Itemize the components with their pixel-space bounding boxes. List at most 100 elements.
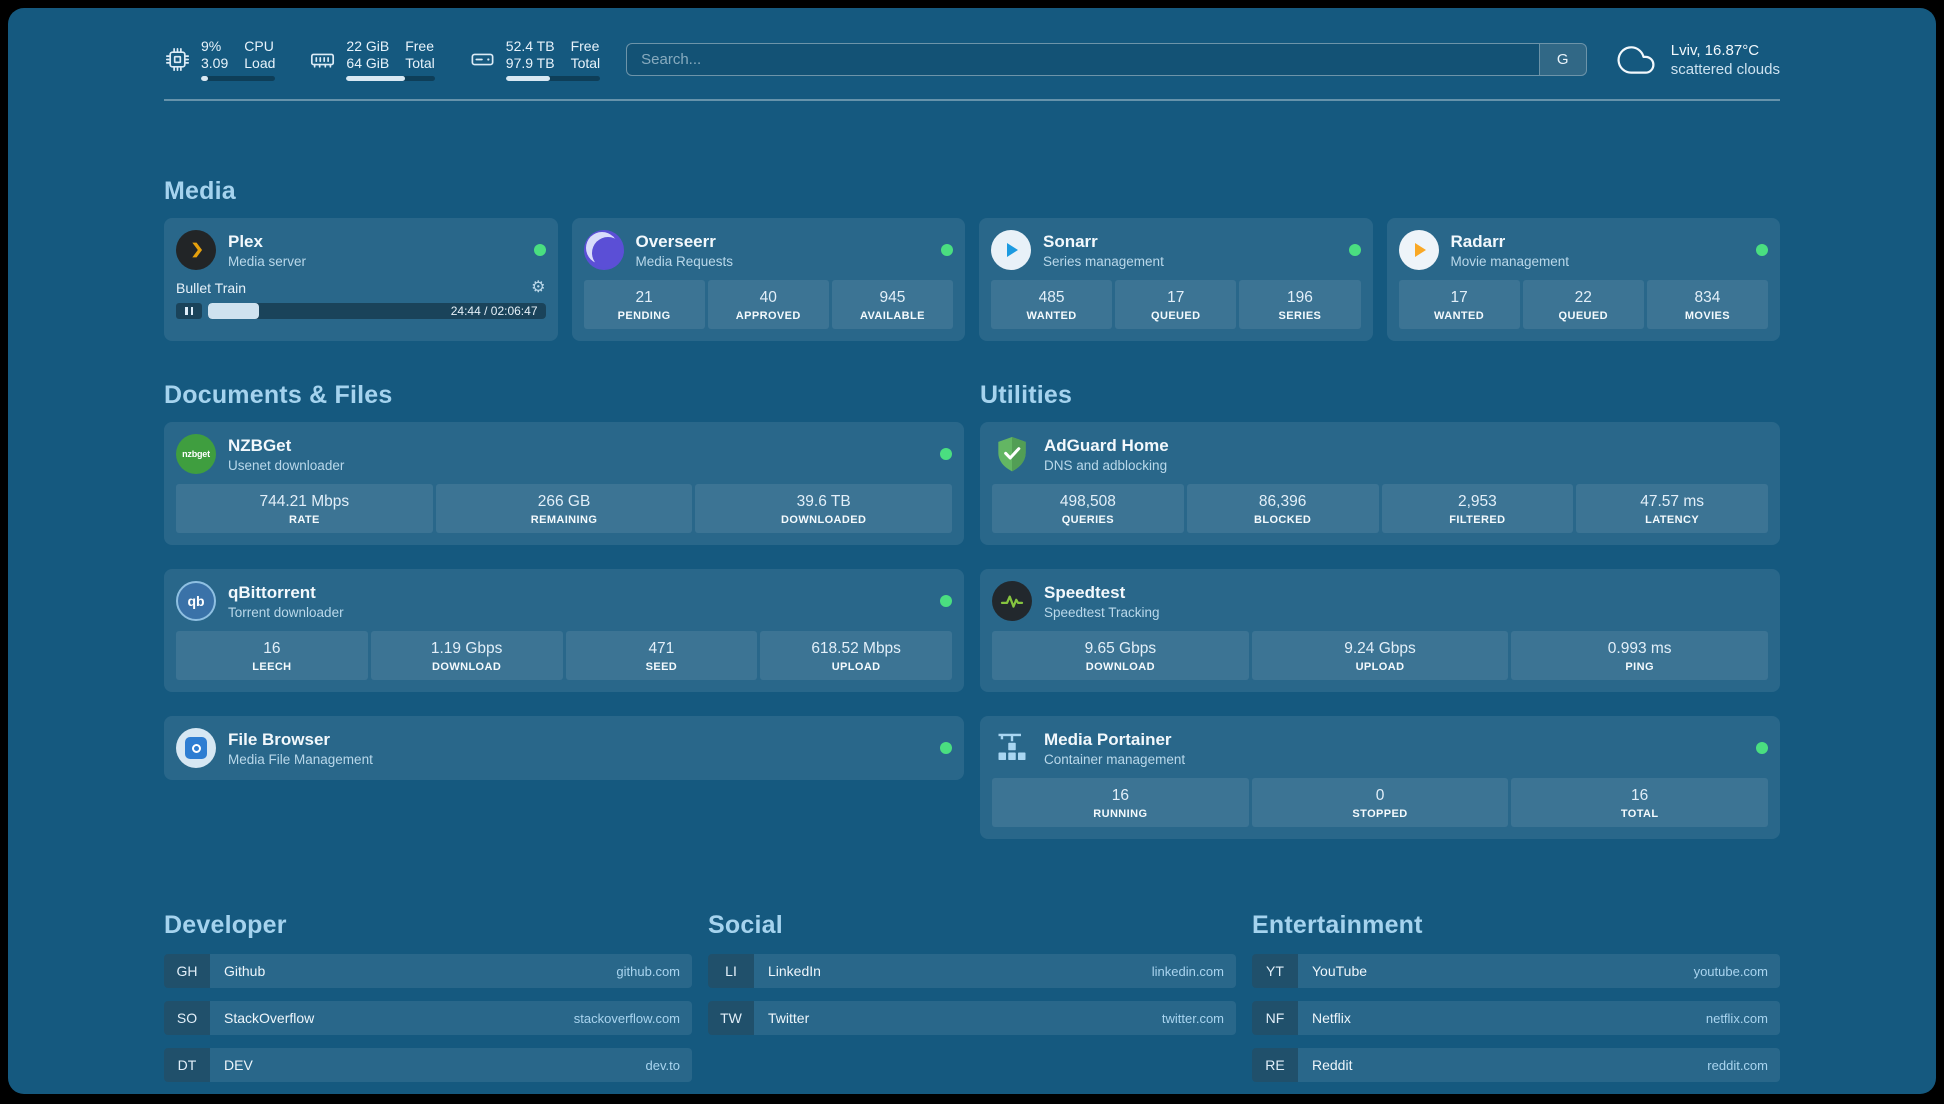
cpu-stats: 9% CPU 3.09 Load bbox=[201, 38, 276, 81]
service-card-overseerr[interactable]: Overseerr Media Requests 21 PENDING 40 A… bbox=[571, 218, 965, 341]
bookmark-name: Reddit bbox=[1312, 1057, 1353, 1073]
stat-label: APPROVED bbox=[735, 310, 801, 322]
stat-pending: 21 PENDING bbox=[583, 280, 705, 329]
portainer-icon bbox=[992, 728, 1032, 768]
bookmark-youtube[interactable]: YT YouTube youtube.com bbox=[1252, 954, 1780, 988]
stat-rate: 744.21 Mbps RATE bbox=[176, 484, 433, 533]
memory-progress-fill bbox=[346, 76, 405, 81]
bookmark-name: LinkedIn bbox=[768, 963, 821, 979]
bookmark-group-entertainment: Entertainment YT YouTube youtube.com NF … bbox=[1252, 911, 1780, 1094]
cpu-progress-fill bbox=[201, 76, 208, 81]
cloud-icon bbox=[1617, 45, 1655, 74]
service-stats: 16 RUNNING 0 STOPPED 16 TOTAL bbox=[992, 778, 1769, 827]
status-online-indicator bbox=[940, 448, 952, 460]
service-stats: 17 WANTED 22 QUEUED 834 MOVIES bbox=[1398, 280, 1769, 329]
playback-progress-fill bbox=[208, 303, 259, 319]
service-name: NZBGet bbox=[228, 435, 292, 455]
bookmark-name: DEV bbox=[224, 1057, 253, 1073]
bookmark-dev[interactable]: DT DEV dev.to bbox=[164, 1048, 692, 1082]
card-header: Speedtest Speedtest Tracking bbox=[992, 581, 1768, 621]
card-header: Media Portainer Container management bbox=[992, 728, 1768, 768]
service-card-radarr[interactable]: Radarr Movie management 17 WANTED 22 QUE… bbox=[1386, 218, 1780, 341]
stat-value: 9.24 Gbps bbox=[1344, 640, 1416, 657]
stat-movies: 834 MOVIES bbox=[1646, 280, 1769, 329]
status-online-indicator bbox=[941, 244, 953, 256]
service-name: Media Portainer bbox=[1044, 729, 1172, 749]
stat-label: LEECH bbox=[252, 661, 292, 673]
stat-wanted: 485 WANTED bbox=[991, 280, 1113, 329]
disk-total-value: 97.9 TB bbox=[505, 55, 555, 71]
sonarr-icon bbox=[991, 230, 1031, 270]
stat-latency: 47.57 ms LATENCY bbox=[1576, 484, 1768, 533]
stat-blocked: 86,396 BLOCKED bbox=[1186, 484, 1379, 533]
disk-stats: 52.4 TB Free 97.9 TB Total bbox=[505, 38, 601, 81]
service-card-speedtest[interactable]: Speedtest Speedtest Tracking 9.65 Gbps D… bbox=[980, 569, 1780, 692]
service-description: Speedtest Tracking bbox=[1044, 604, 1160, 620]
stat-filtered: 2,953 FILTERED bbox=[1381, 484, 1574, 533]
stat-value: 9.65 Gbps bbox=[1084, 640, 1157, 657]
stat-available: 945 AVAILABLE bbox=[831, 280, 954, 329]
speedtest-icon bbox=[992, 581, 1032, 621]
service-card-portainer[interactable]: Media Portainer Container management 16 … bbox=[980, 716, 1780, 839]
service-card-filebrowser[interactable]: File Browser Media File Management bbox=[164, 716, 964, 780]
service-card-plex[interactable]: Plex Media server Bullet Train ⚙ 24: bbox=[164, 218, 558, 341]
memory-widget: 22 GiB Free 64 GiB Total bbox=[309, 38, 435, 81]
nzbget-icon: nzbget bbox=[176, 434, 216, 474]
adguard-shield-icon bbox=[992, 434, 1032, 474]
service-name: Radarr bbox=[1450, 231, 1506, 251]
section-title-utilities: Utilities bbox=[980, 381, 1073, 409]
bookmark-stackoverflow[interactable]: SO StackOverflow stackoverflow.com bbox=[164, 1001, 692, 1035]
bookmark-group-title: Entertainment bbox=[1252, 911, 1423, 939]
stat-value: 2,953 bbox=[1457, 493, 1497, 510]
disk-free-value: 52.4 TB bbox=[505, 38, 555, 54]
cpu-progress-bar bbox=[201, 76, 276, 81]
bookmark-github[interactable]: GH Github github.com bbox=[164, 954, 692, 988]
stat-value: 22 bbox=[1574, 289, 1592, 306]
overseerr-icon bbox=[583, 230, 624, 270]
stat-label: QUERIES bbox=[1061, 514, 1115, 526]
service-stats: 21 PENDING 40 APPROVED 945 AVAILABLE bbox=[583, 280, 954, 329]
search-provider-button[interactable]: G bbox=[1538, 44, 1586, 75]
bookmark-abbr: RE bbox=[1252, 1048, 1298, 1082]
status-online-indicator bbox=[533, 244, 546, 256]
radarr-icon bbox=[1398, 230, 1439, 270]
disk-total-label: Total bbox=[570, 55, 601, 71]
service-card-adguard[interactable]: AdGuard Home DNS and adblocking 498,508 … bbox=[980, 422, 1780, 545]
bookmark-linkedin[interactable]: LI LinkedIn linkedin.com bbox=[708, 954, 1236, 988]
stat-label: PING bbox=[1625, 661, 1654, 673]
bookmark-url: stackoverflow.com bbox=[573, 1010, 680, 1026]
bookmark-abbr: DT bbox=[164, 1048, 210, 1082]
stat-seed: 471 SEED bbox=[565, 631, 758, 680]
service-card-sonarr[interactable]: Sonarr Series management 485 WANTED 17 Q… bbox=[979, 218, 1373, 341]
bookmark-group-social: Social LI LinkedIn linkedin.com TW Twitt… bbox=[708, 911, 1236, 1094]
bookmark-twitter[interactable]: TW Twitter twitter.com bbox=[708, 1001, 1236, 1035]
playback-time: 24:44 / 02:06:47 bbox=[450, 304, 538, 318]
memory-total-label: Total bbox=[405, 55, 435, 71]
settings-gear-icon[interactable]: ⚙ bbox=[531, 279, 546, 296]
bookmark-name: YouTube bbox=[1312, 963, 1368, 979]
plex-now-playing: Bullet Train ⚙ 24:44 / 02:06:47 bbox=[176, 280, 546, 319]
bookmark-abbr: NF bbox=[1252, 1001, 1298, 1035]
memory-progress-bar bbox=[346, 76, 435, 81]
status-online-indicator bbox=[1756, 742, 1768, 754]
playback-progress-bar[interactable]: 24:44 / 02:06:47 bbox=[208, 303, 546, 319]
stat-label: AVAILABLE bbox=[859, 310, 925, 322]
stat-value: 196 bbox=[1286, 289, 1313, 306]
service-stats: 498,508 QUERIES 86,396 BLOCKED 2,953 FIL… bbox=[992, 484, 1768, 533]
service-description: DNS and adblocking bbox=[1044, 457, 1168, 473]
bookmark-group-developer: Developer GH Github github.com SO StackO… bbox=[164, 911, 692, 1094]
service-card-nzbget[interactable]: nzbget NZBGet Usenet downloader 744.21 M… bbox=[164, 422, 964, 545]
stat-label: DOWNLOADED bbox=[781, 514, 867, 526]
bookmark-abbr: YT bbox=[1252, 954, 1298, 988]
stat-value: 0 bbox=[1375, 787, 1385, 804]
service-card-qbittorrent[interactable]: qb qBittorrent Torrent downloader 16 LEE… bbox=[164, 569, 964, 692]
card-header: qb qBittorrent Torrent downloader bbox=[176, 581, 952, 621]
qbittorrent-icon: qb bbox=[176, 581, 216, 621]
stat-download: 9.65 Gbps DOWNLOAD bbox=[992, 631, 1249, 680]
bookmark-netflix[interactable]: NF Netflix netflix.com bbox=[1252, 1001, 1780, 1035]
pause-button[interactable] bbox=[176, 303, 202, 319]
stat-label: SEED bbox=[645, 661, 678, 673]
search-input[interactable] bbox=[627, 44, 1539, 75]
bookmark-reddit[interactable]: RE Reddit reddit.com bbox=[1252, 1048, 1780, 1082]
memory-free-label: Free bbox=[405, 38, 435, 54]
